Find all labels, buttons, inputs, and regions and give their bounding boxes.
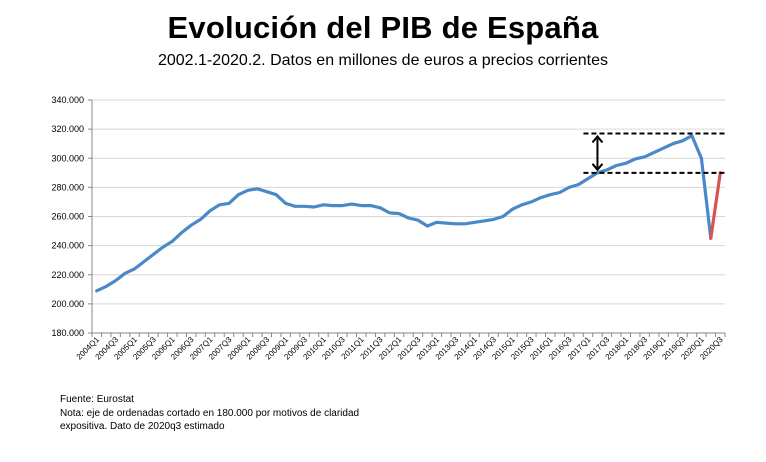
series-lines [95, 134, 722, 293]
chart-notes: Fuente: Eurostat Nota: eje de ordenadas … [60, 393, 359, 434]
source-note: Fuente: Eurostat [60, 394, 134, 405]
y-tick-label: 180.000 [51, 328, 84, 338]
grid-lines [92, 99, 725, 305]
arrow-head-down [591, 163, 604, 172]
axis-note-line-2: expositiva. Dato de 2020q3 estimado [60, 421, 225, 432]
series-line-1 [95, 134, 713, 293]
axis-note-line-1: Nota: eje de ordenadas cortado en 180.00… [60, 407, 360, 419]
y-tick-label: 240.000 [51, 241, 84, 251]
chart-title: Evolución del PIB de España [167, 10, 599, 45]
y-tick-labels: 180.000 200.000 220.000 240.000 260.000 280.0… [51, 95, 84, 338]
annotations [583, 132, 725, 174]
y-tick-label: 280.000 [51, 182, 84, 192]
y-tick-label: 340.000 [51, 95, 84, 105]
y-tick-label: 300.000 [51, 153, 84, 163]
series-line-2 [709, 171, 722, 240]
axes [88, 99, 726, 337]
arrow-head-up [591, 134, 604, 144]
chart-subtitle: 2002.1-2020.2. Datos en millones de euro… [157, 52, 609, 69]
y-tick-label: 260.000 [51, 212, 84, 222]
x-tick-labels: 2004Q12004Q32005Q12005Q32006Q12006Q32007… [75, 335, 725, 362]
y-tick-label: 200.000 [51, 299, 84, 309]
y-tick-label: 220.000 [51, 270, 84, 280]
y-tick-label: 320.000 [51, 124, 84, 134]
